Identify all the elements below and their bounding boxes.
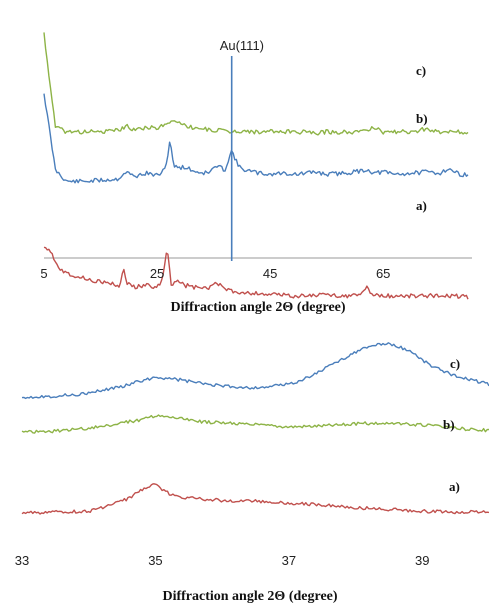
x-tick-labels: 5 25 45 65 bbox=[40, 266, 390, 281]
x-tick-label: 39 bbox=[415, 553, 429, 568]
au111-annotation: Au(111) bbox=[220, 38, 264, 53]
series-labels: c) b) a) bbox=[443, 356, 460, 494]
series-labels: c) b) a) bbox=[416, 63, 428, 213]
series-label-a: a) bbox=[416, 198, 427, 213]
x-tick-label: 25 bbox=[150, 266, 164, 281]
series-line-a bbox=[21, 483, 489, 515]
x-tick-label: 45 bbox=[263, 266, 277, 281]
x-tick-label: 5 bbox=[40, 266, 47, 281]
series-label-b: b) bbox=[443, 417, 455, 432]
series-label-a: a) bbox=[449, 479, 460, 494]
series-label-c: c) bbox=[416, 63, 426, 78]
xrd-panel-full-range: Au(111) 5 25 45 65 c) b) a) Diffraction angle… bbox=[40, 32, 472, 315]
curves-group bbox=[21, 342, 489, 515]
x-axis-title: Diffraction angle 2Θ (degree) bbox=[162, 589, 337, 604]
series-line-c bbox=[21, 342, 489, 400]
series-line-b bbox=[21, 414, 489, 434]
x-tick-label: 33 bbox=[15, 553, 29, 568]
x-tick-label: 35 bbox=[148, 553, 162, 568]
x-tick-label: 37 bbox=[282, 553, 296, 568]
x-tick-labels: 33 35 37 39 bbox=[15, 553, 430, 568]
series-label-c: c) bbox=[450, 356, 460, 371]
xrd-panel-zoom: 33 35 37 39 c) b) a) Diffraction angle 2Θ (de… bbox=[15, 342, 489, 604]
x-axis-title: Diffraction angle 2Θ (degree) bbox=[170, 300, 345, 315]
series-line-b bbox=[43, 32, 469, 136]
curves-group bbox=[43, 32, 469, 300]
x-tick-label: 65 bbox=[376, 266, 390, 281]
series-line-a bbox=[43, 246, 469, 300]
series-line-c bbox=[43, 93, 469, 184]
series-label-b: b) bbox=[416, 111, 428, 126]
